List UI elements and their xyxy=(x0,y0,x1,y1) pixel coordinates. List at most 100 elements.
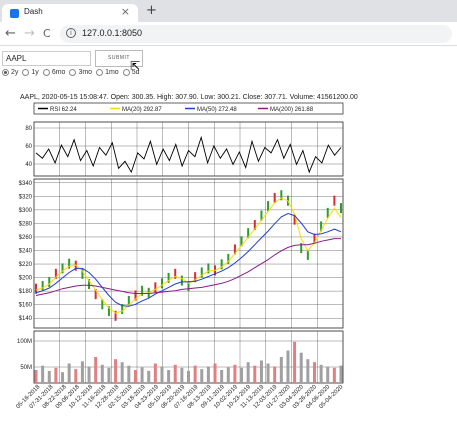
radio-1y[interactable]: 1y xyxy=(22,68,39,76)
volume-bar xyxy=(246,362,250,383)
price-candle xyxy=(35,283,37,294)
price-candle xyxy=(333,195,336,206)
price-candle xyxy=(48,276,51,287)
price-candle xyxy=(141,285,144,296)
price-candle xyxy=(81,268,84,279)
radio-dot-icon[interactable] xyxy=(22,68,30,76)
volume-bar xyxy=(213,363,217,383)
price-candle xyxy=(61,263,64,274)
y-tick-label: $320 xyxy=(19,194,33,200)
radio-dot-icon[interactable] xyxy=(69,68,77,76)
price-candle xyxy=(340,203,342,214)
volume-bar xyxy=(34,370,38,383)
price-candle xyxy=(293,214,296,225)
volume-bar xyxy=(193,365,197,383)
legend-label: MA(20) 292.87 xyxy=(122,107,162,113)
y-tick-label: $300 xyxy=(19,208,33,214)
price-candle xyxy=(240,236,243,247)
radio-dot-icon[interactable] xyxy=(96,68,104,76)
volume-bar xyxy=(226,367,230,383)
volume-bar xyxy=(233,364,237,383)
back-arrow-icon[interactable]: ← xyxy=(5,26,16,41)
price-candle xyxy=(200,267,203,278)
volume-bar xyxy=(180,367,184,383)
radio-6mo[interactable]: 6mo xyxy=(42,68,66,76)
radio-dot-icon[interactable] xyxy=(42,68,50,76)
y-tick-label: $260 xyxy=(19,235,33,241)
volume-bar xyxy=(293,341,297,383)
radio-5d[interactable]: 5d xyxy=(122,68,140,76)
radio-label: 6mo xyxy=(51,68,66,76)
y-tick-label: 40 xyxy=(25,162,32,168)
rsi-line xyxy=(35,135,342,174)
radio-label: 2y xyxy=(11,68,19,76)
y-tick-label: $220 xyxy=(19,262,33,268)
price-candle xyxy=(127,295,130,306)
price-candle xyxy=(220,259,223,270)
site-info-icon[interactable]: i xyxy=(66,28,76,38)
volume-bar xyxy=(127,365,131,383)
volume-bar xyxy=(87,366,91,383)
new-tab-plus-icon[interactable]: + xyxy=(146,3,157,18)
volume-bar xyxy=(326,366,330,383)
volume-bar xyxy=(160,366,164,383)
price-candle xyxy=(260,210,263,221)
radio-dot-icon[interactable] xyxy=(2,68,9,76)
price-candle xyxy=(94,289,97,300)
volume-bar xyxy=(299,352,303,383)
price-candle xyxy=(88,278,91,289)
y-tick-label: $280 xyxy=(19,221,33,227)
tab-dash[interactable]: Dash × xyxy=(2,4,138,22)
volume-bar xyxy=(107,367,111,383)
price-candle xyxy=(134,290,137,301)
ticker-input[interactable]: AAPL xyxy=(2,51,91,66)
volume-bar xyxy=(47,370,51,383)
volume-bar xyxy=(153,363,157,383)
volume-bar xyxy=(279,357,283,383)
close-icon[interactable]: × xyxy=(120,5,130,18)
price-candle xyxy=(207,263,210,274)
volume-bar xyxy=(312,362,316,383)
radio-2y[interactable]: 2y xyxy=(2,68,19,76)
price-candle xyxy=(167,272,170,283)
volume-bar xyxy=(286,350,290,383)
stock-chart[interactable]: RSI 62.24 MA(20) 292.87 MA(50) 272.48 MA(20… xyxy=(0,47,457,427)
price-candle xyxy=(300,243,303,254)
radio-dot-icon[interactable] xyxy=(122,68,130,76)
volume-bar xyxy=(266,363,270,383)
mouse-cursor-icon: ⇱ xyxy=(130,59,141,73)
volume-bar xyxy=(173,364,177,383)
radio-1mo[interactable]: 1mo xyxy=(96,68,119,76)
volume-bar xyxy=(306,359,310,383)
legend-label: MA(50) 272.48 xyxy=(197,107,237,113)
price-candle xyxy=(273,192,276,203)
price-candle xyxy=(227,253,230,264)
radio-label: 3mo xyxy=(78,68,93,76)
volume-bar xyxy=(74,369,78,383)
dash-favicon-icon xyxy=(10,9,19,18)
price-candle xyxy=(187,281,190,292)
price-candle xyxy=(107,306,110,317)
price-candle xyxy=(326,207,329,218)
y-tick-label: $140 xyxy=(19,316,33,322)
forward-arrow-icon[interactable]: → xyxy=(24,26,35,41)
price-candle xyxy=(174,268,177,279)
browser-tabbar: Dash × + xyxy=(0,0,457,22)
y-tick-label: 60 xyxy=(25,144,32,150)
volume-bar xyxy=(120,362,124,383)
reload-icon[interactable]: C xyxy=(43,27,51,40)
volume-bar xyxy=(80,361,84,383)
volume-bar xyxy=(140,367,144,383)
radio-label: 5d xyxy=(131,68,140,76)
period-radio-group: 2y 1y 6mo 3mo 1mo 5d xyxy=(2,67,139,77)
volume-bar xyxy=(220,370,224,383)
volume-bar xyxy=(339,365,343,383)
volume-bar xyxy=(253,365,257,383)
address-bar[interactable]: i 127.0.0.1:8050 xyxy=(60,25,452,43)
url-text[interactable]: 127.0.0.1:8050 xyxy=(82,28,143,38)
y-tick-label: 50M xyxy=(20,365,32,371)
submit-button[interactable]: SUBMIT xyxy=(95,50,143,67)
radio-3mo[interactable]: 3mo xyxy=(69,68,93,76)
y-tick-label: 100M xyxy=(17,339,32,345)
ma50-line xyxy=(35,212,342,307)
